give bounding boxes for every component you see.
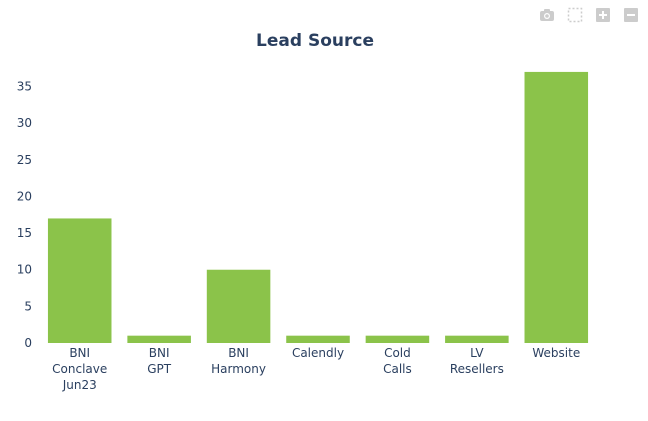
bars: [47, 71, 589, 343]
x-tick-label: BNI Conclave Jun23: [52, 346, 107, 392]
y-tick-label: 35: [17, 80, 32, 94]
bar[interactable]: [365, 335, 430, 343]
bar[interactable]: [127, 335, 191, 343]
bar[interactable]: [47, 218, 112, 343]
bar[interactable]: [445, 335, 509, 343]
camera-icon[interactable]: [538, 6, 556, 24]
y-tick-label: 0: [24, 336, 32, 350]
zoom-out-icon[interactable]: [622, 6, 640, 24]
bar[interactable]: [286, 335, 350, 343]
x-tick-label: Website: [532, 346, 580, 360]
chart-title: Lead Source: [256, 31, 374, 51]
y-tick-label: 15: [17, 226, 32, 240]
x-tick-label: BNI GPT: [147, 346, 172, 376]
y-tick-label: 20: [17, 189, 32, 203]
x-tick-label: Calendly: [292, 346, 344, 360]
bar[interactable]: [206, 269, 271, 343]
x-axis: BNI Conclave Jun23 BNI GPT BNI Harmony Calendly…: [52, 346, 580, 392]
box-select-icon[interactable]: [566, 6, 584, 24]
x-tick-label: LV Resellers: [450, 346, 504, 376]
chart-modebar: [538, 6, 640, 24]
x-tick-label: BNI Harmony: [211, 346, 266, 376]
y-tick-label: 10: [17, 263, 32, 277]
bar[interactable]: [524, 71, 589, 343]
zoom-in-icon[interactable]: [594, 6, 612, 24]
y-tick-label: 30: [17, 116, 32, 130]
y-axis: 0 5 10 15 20 25 30 35: [17, 80, 32, 350]
y-tick-label: 5: [24, 299, 32, 313]
y-tick-label: 25: [17, 153, 32, 167]
x-tick-label: Cold Calls: [383, 346, 412, 376]
